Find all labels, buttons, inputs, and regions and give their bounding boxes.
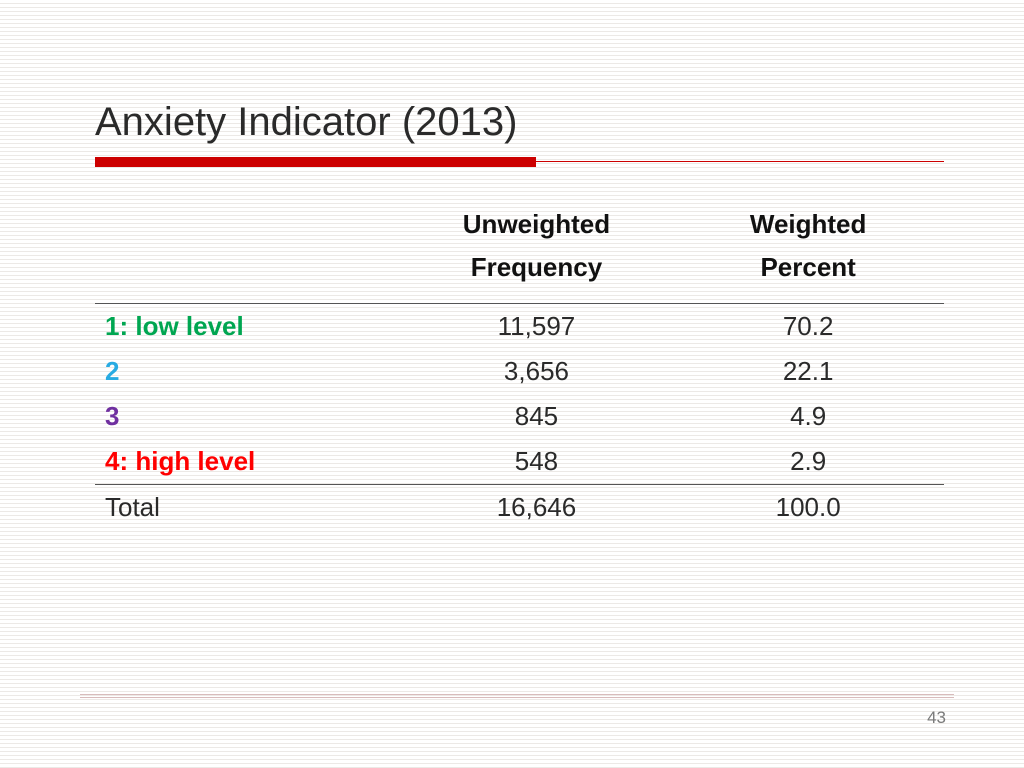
slide: Anxiety Indicator (2013) Unweighted Weig… [0,0,1024,768]
table-header: Unweighted Weighted Frequency Percent [95,203,944,304]
page-number: 43 [927,708,946,728]
header-col1-line2: Frequency [401,246,673,289]
total-frequency: 16,646 [401,485,673,531]
header-col2-line2: Percent [672,246,944,289]
row-frequency: 3,656 [401,349,673,394]
row-percent: 22.1 [672,349,944,394]
row-frequency: 845 [401,394,673,439]
row-label: 3 [95,394,401,439]
header-col1-line1: Unweighted [401,203,673,246]
row-percent: 70.2 [672,304,944,350]
table-body: 1: low level11,59770.223,65622.138454.94… [95,304,944,531]
footer-rule-line1 [80,694,954,695]
header-col2-line1: Weighted [672,203,944,246]
table-row: 4: high level5482.9 [95,439,944,485]
row-label: 4: high level [95,439,401,485]
slide-title: Anxiety Indicator (2013) [95,100,944,145]
row-frequency: 548 [401,439,673,485]
table-row: 1: low level11,59770.2 [95,304,944,350]
total-label: Total [95,485,401,531]
header-blank [95,203,401,246]
row-label: 2 [95,349,401,394]
table-total-row: Total16,646100.0 [95,485,944,531]
row-percent: 2.9 [672,439,944,485]
row-label: 1: low level [95,304,401,350]
footer-rule [80,694,954,698]
table-row: 23,65622.1 [95,349,944,394]
footer-rule-line2 [80,697,954,698]
row-percent: 4.9 [672,394,944,439]
table-row: 38454.9 [95,394,944,439]
title-underline-thick [95,157,536,167]
title-underline [95,157,944,169]
data-table: Unweighted Weighted Frequency Percent 1:… [95,203,944,530]
header-separator [95,289,944,304]
total-percent: 100.0 [672,485,944,531]
header-blank2 [95,246,401,289]
row-frequency: 11,597 [401,304,673,350]
